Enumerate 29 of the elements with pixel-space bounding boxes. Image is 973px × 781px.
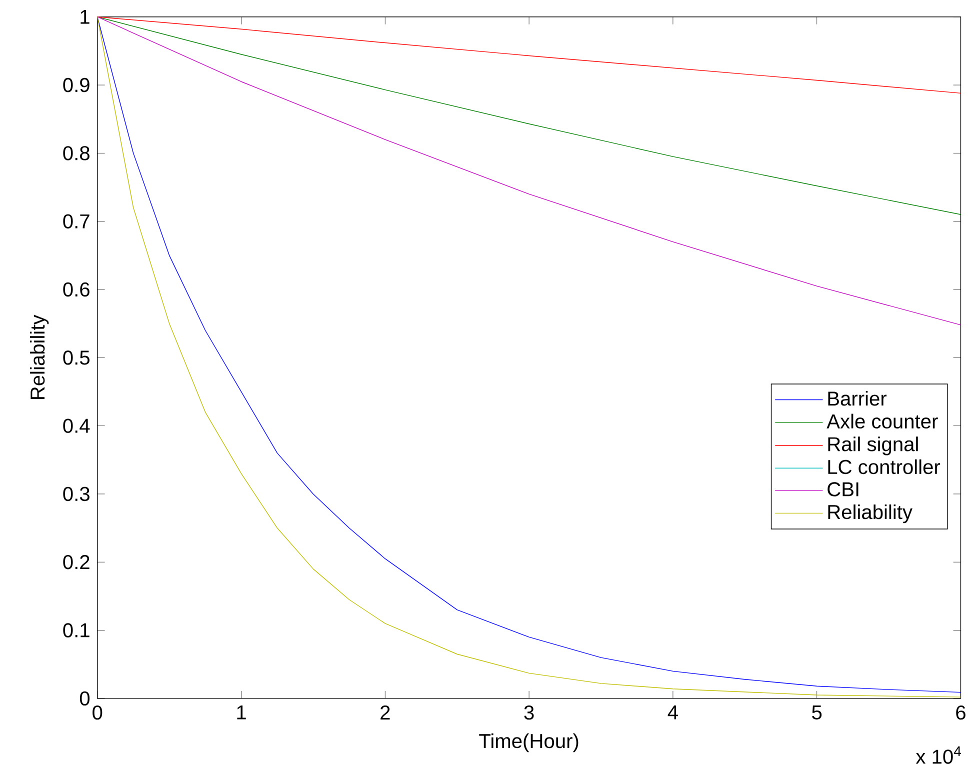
x-tick-label: 2 [380,706,390,720]
legend-label: Rail signal [828,436,918,456]
y-tick-label: 0.8 [63,146,90,160]
legend-label: Reliability [828,504,912,524]
y-tick-label: 0.9 [63,78,90,92]
y-tick-label: 0.6 [63,282,90,297]
text: x 10$^{4}$ [916,746,962,764]
x-tick-label: 0 [92,706,102,720]
y-tick-label: 0.3 [63,486,90,502]
x-axis-title: Time(Hour) [479,733,578,752]
y-tick-label: 0 [80,691,90,706]
y-tick-label: 0.7 [63,214,90,228]
x-tick-label: 5 [812,706,822,720]
y-tick-label: 0.2 [63,555,90,570]
y-tick-label: 0.5 [63,350,90,365]
x-tick-label: 6 [956,706,966,720]
x-tick-label: 1 [237,706,246,720]
y-tick-label: 0.1 [63,623,90,638]
line-series [97,16,962,326]
legend-label: LC controller [828,459,940,474]
y-tick-label: 0.4 [63,418,90,433]
y-axis-title: Reliability [30,314,49,400]
line-series [97,16,962,215]
legend-label: Barrier [828,391,887,406]
y-tick-label: 1 [80,10,90,24]
x-tick-label: 4 [668,706,678,720]
legend-label: Axle counter [826,414,938,429]
legend-label: CBI [828,482,858,496]
x-tick-label: 3 [524,706,534,720]
